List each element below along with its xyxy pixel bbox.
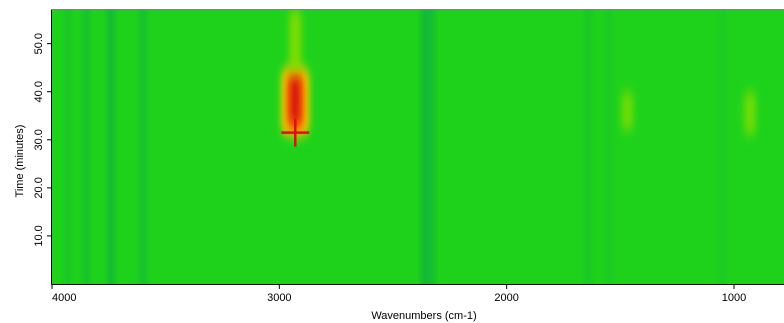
crosshair-cursor[interactable] <box>281 118 310 147</box>
x-tick-label: 2000 <box>494 292 518 304</box>
spectral-band <box>63 10 72 284</box>
y-axis-title: Time (minutes) <box>14 125 26 198</box>
spectral-band <box>82 10 91 284</box>
spectral-band <box>427 10 436 284</box>
intensity-hotspot <box>289 10 302 73</box>
y-tick-label: 40.0 <box>33 81 45 102</box>
y-tick-label: 30.0 <box>33 129 45 150</box>
spectral-band <box>584 10 593 284</box>
x-tick-label: 4000 <box>52 292 76 304</box>
plot-background <box>52 10 784 284</box>
spectral-band <box>138 10 147 284</box>
x-tick-label: 3000 <box>267 292 291 304</box>
hotspots-layer <box>281 10 756 137</box>
spectral-band <box>107 10 116 284</box>
spectral-band <box>604 10 613 284</box>
spectral-band <box>718 10 727 284</box>
x-axis-title: Wavenumbers (cm-1) <box>371 310 476 322</box>
y-tick-label: 10.0 <box>33 225 45 246</box>
bands-layer <box>63 10 727 284</box>
intensity-hotspot <box>743 91 756 135</box>
spectral-band <box>420 10 429 284</box>
y-tick-label: 50.0 <box>33 33 45 54</box>
intensity-hotspot <box>281 66 310 137</box>
x-axis: 4000 3000 2000 1000 <box>51 284 784 304</box>
y-axis: 10.0 20.0 30.0 40.0 50.0 <box>33 10 52 284</box>
x-tick-label: 1000 <box>722 292 746 304</box>
y-tick-label: 20.0 <box>33 177 45 198</box>
intensity-hotspot <box>621 91 634 131</box>
